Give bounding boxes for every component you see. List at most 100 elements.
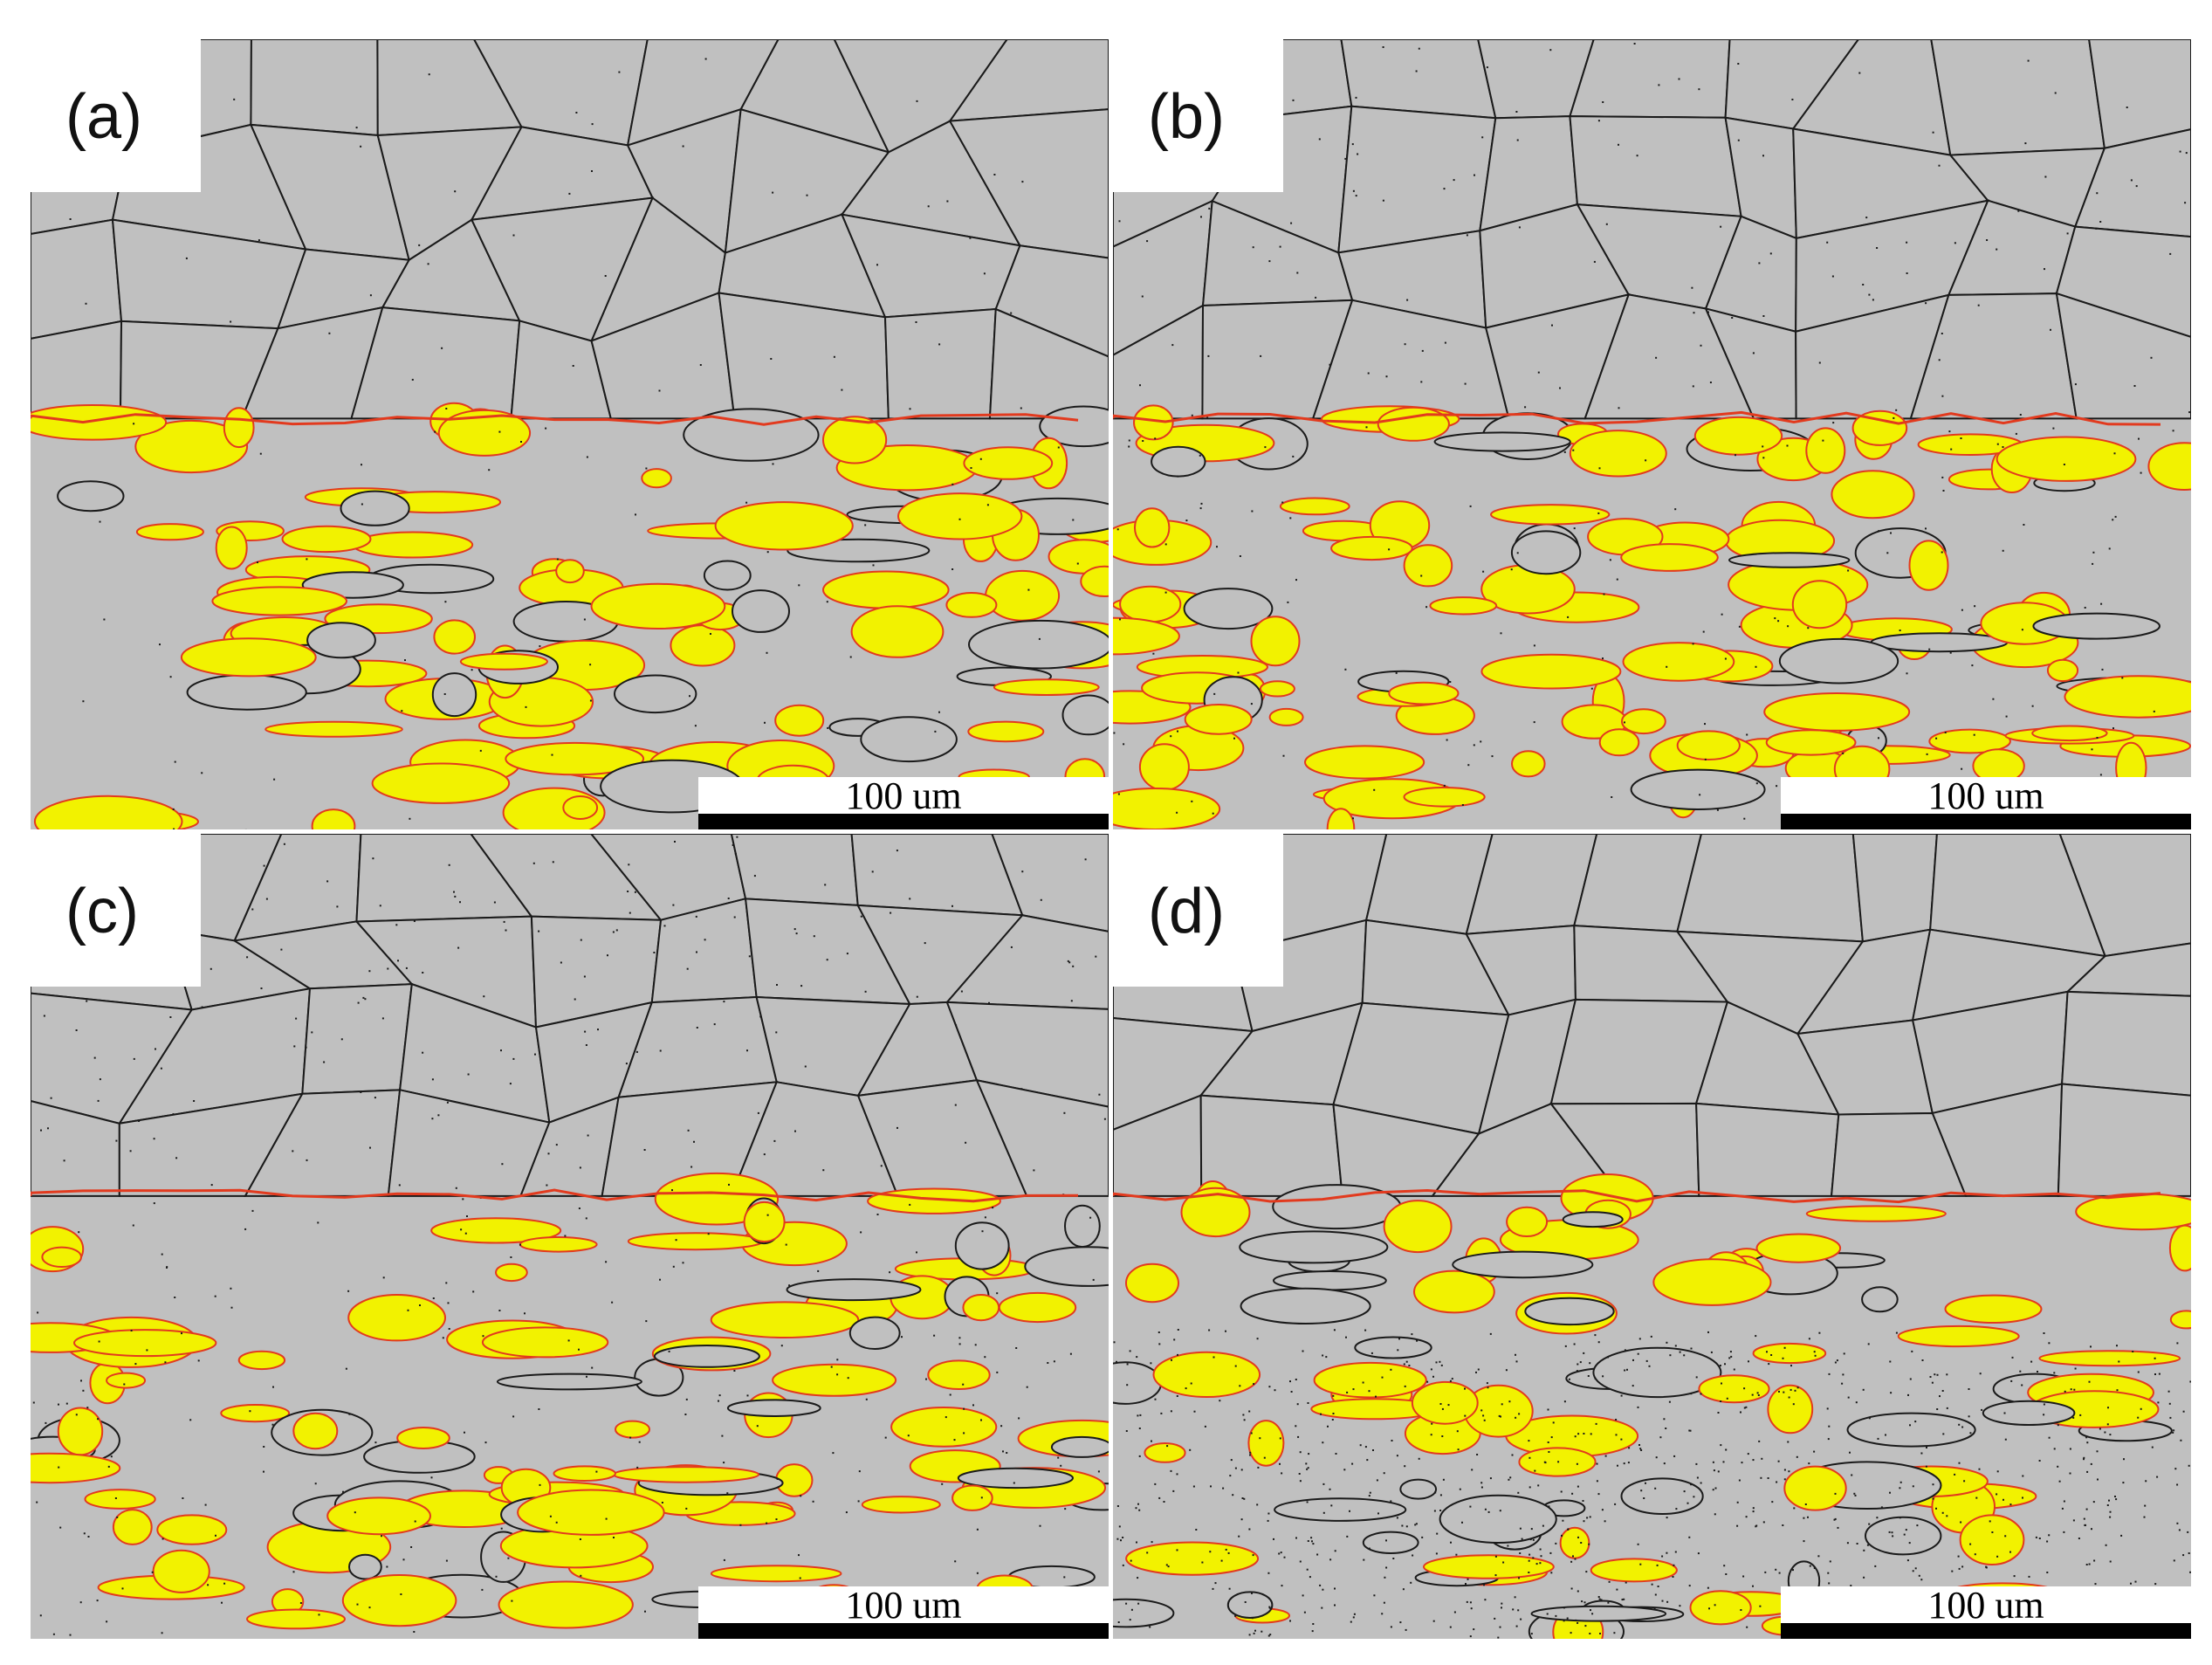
speckle [551, 753, 553, 756]
speckle [1788, 1470, 1790, 1473]
speckle [1322, 1588, 1324, 1591]
speckle [374, 1097, 376, 1099]
speckle [1752, 1585, 1754, 1587]
speckle [2083, 1456, 2085, 1459]
speckle [1778, 1572, 1781, 1574]
second-phase-grain [1621, 708, 1666, 735]
scale-bar-label: 100 um [845, 1584, 962, 1627]
speckle [1633, 43, 1636, 45]
speckle [2101, 668, 2104, 671]
second-phase-grain [246, 1608, 346, 1630]
speckle [2184, 202, 2187, 204]
speckle [858, 1470, 861, 1473]
speckle [1191, 414, 1193, 416]
speckle [1583, 1601, 1586, 1604]
second-phase-grain [1152, 1351, 1261, 1399]
speckle [2157, 1401, 2160, 1404]
speckle [658, 389, 661, 392]
speckle [1234, 1365, 1237, 1367]
speckle [1899, 1517, 1901, 1519]
second-phase-grain [495, 1263, 528, 1283]
speckle [589, 664, 592, 666]
second-phase-grain [2168, 1224, 2191, 1272]
speckle [634, 891, 636, 893]
speckle [87, 1536, 90, 1538]
speckle [1329, 1488, 1331, 1490]
speckle [434, 430, 436, 433]
scale-bar-line [1781, 1623, 2191, 1639]
speckle [2112, 519, 2114, 521]
speckle [1743, 817, 1746, 820]
second-phase-grain [2038, 1350, 2181, 1367]
speckle [1549, 1551, 1552, 1554]
speckle [979, 458, 982, 460]
speckle [1775, 1568, 1777, 1571]
speckle [2145, 1480, 2147, 1483]
speckle [865, 1398, 868, 1400]
speckle [1116, 1538, 1119, 1540]
speckle [1279, 245, 1281, 248]
panel-label: (b) [1148, 82, 1225, 152]
speckle [93, 1056, 96, 1059]
second-phase-grain [850, 605, 945, 658]
scale-bar: 100 um [698, 774, 1109, 829]
speckle [568, 192, 571, 195]
second-phase-grain [135, 523, 204, 541]
speckle [1752, 352, 1755, 354]
speckle [1269, 1634, 1272, 1636]
second-phase-grain [1590, 1558, 1678, 1583]
scale-bar: 100 um [1781, 1584, 2191, 1639]
second-phase-grain [743, 1201, 786, 1243]
speckle [1889, 1491, 1891, 1494]
speckle [1377, 1512, 1379, 1515]
speckle [133, 423, 135, 425]
speckle [1826, 1407, 1829, 1410]
speckle [996, 1371, 999, 1373]
speckle [169, 1016, 172, 1018]
speckle [1666, 665, 1668, 668]
speckle [766, 1214, 769, 1216]
speckle [1704, 723, 1706, 726]
speckle [1302, 1594, 1304, 1597]
speckle [2188, 411, 2191, 414]
grain [1433, 431, 1571, 452]
speckle [1925, 527, 1927, 530]
speckle [1364, 1446, 1367, 1448]
speckle [1817, 1555, 1820, 1558]
speckle [1745, 1406, 1748, 1408]
speckle [97, 1099, 100, 1102]
speckle [1905, 1529, 1907, 1531]
speckle [748, 955, 751, 958]
speckle [2048, 1342, 2051, 1345]
speckle [1466, 1600, 1468, 1603]
speckle [1803, 1540, 1805, 1543]
speckle [585, 1217, 587, 1220]
speckle [1450, 1541, 1452, 1544]
speckle [98, 1340, 100, 1343]
speckle [161, 1632, 163, 1634]
speckle [1433, 1510, 1436, 1512]
speckle [1679, 1605, 1681, 1607]
speckle [32, 1401, 35, 1404]
speckle [958, 1343, 961, 1345]
speckle [1256, 1338, 1259, 1340]
speckle [460, 1228, 463, 1231]
speckle [2104, 1431, 2106, 1434]
speckle [1768, 1363, 1770, 1366]
speckle [1401, 1524, 1404, 1527]
speckle [1095, 955, 1097, 958]
speckle [2116, 1389, 2119, 1392]
speckle [1581, 1600, 1583, 1603]
speckle [970, 467, 972, 469]
speckle [1567, 616, 1570, 618]
speckle [1475, 1371, 1477, 1373]
speckle [75, 1414, 78, 1416]
speckle [1287, 601, 1289, 603]
speckle [785, 1243, 787, 1246]
speckle [668, 1350, 670, 1352]
speckle [1414, 1524, 1417, 1526]
speckle [583, 975, 586, 978]
speckle [1250, 1432, 1253, 1435]
speckle [1716, 808, 1719, 811]
second-phase-grain [967, 720, 1045, 743]
